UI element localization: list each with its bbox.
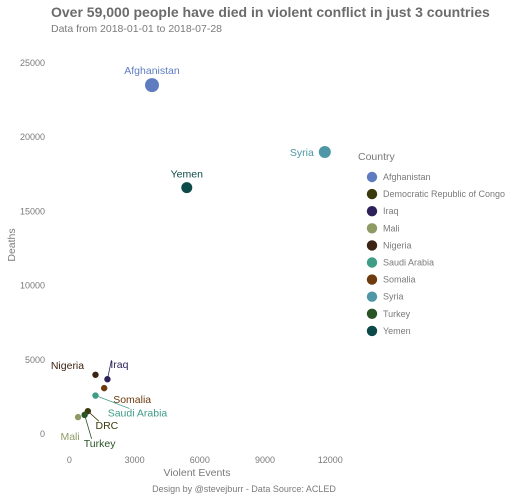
data-point <box>81 411 88 419</box>
legend-swatch <box>366 240 378 251</box>
data-point <box>181 182 193 194</box>
data-point <box>100 384 108 392</box>
data-point <box>318 145 331 158</box>
legend-title: Country <box>358 151 396 163</box>
label-connector <box>84 414 92 439</box>
x-tick-label: 9000 <box>255 455 275 465</box>
data-point <box>92 392 99 399</box>
label-connector <box>107 360 112 380</box>
legend-label: Mali <box>383 223 400 233</box>
x-tick-label: 6000 <box>190 455 210 465</box>
y-tick-label: 0 <box>40 429 45 439</box>
legend: Afghanistan Democratic Republic of Congo I… <box>366 171 505 337</box>
legend-swatch <box>366 274 378 285</box>
legend-swatch <box>366 171 378 183</box>
y-tick-label: 5000 <box>25 355 45 365</box>
legend-swatch <box>366 291 378 302</box>
y-tick-label: 10000 <box>20 281 45 291</box>
data-point-label: Syria <box>290 147 314 159</box>
y-axis-ticks: 0 5000 10000 15000 20000 25000 <box>20 58 45 439</box>
data-point-label: Afghanistan <box>124 65 180 77</box>
legend-swatch <box>366 206 378 217</box>
legend-swatch <box>366 223 378 234</box>
data-point <box>92 371 99 378</box>
legend-label: Iraq <box>383 206 399 216</box>
data-point-label: Saudi Arabia <box>108 408 168 420</box>
legend-label: Nigeria <box>383 240 412 250</box>
data-point-label: Turkey <box>84 438 116 450</box>
y-tick-label: 25000 <box>20 58 45 68</box>
data-point-label: Nigeria <box>51 360 84 372</box>
x-tick-label: 0 <box>67 455 72 465</box>
y-axis-title: Deaths <box>6 228 18 261</box>
legend-label: Somalia <box>383 275 416 285</box>
data-point-label: Somalia <box>113 394 151 406</box>
legend-swatch <box>366 325 378 337</box>
legend-swatch <box>366 308 378 319</box>
label-connector <box>95 395 130 409</box>
legend-label: Syria <box>383 292 404 302</box>
x-axis-ticks: 0 3000 6000 9000 12000 <box>67 455 343 465</box>
data-point-label: DRC <box>95 420 118 432</box>
data-point-label: Yemen <box>171 169 203 181</box>
legend-label: Afghanistan <box>383 172 431 182</box>
legend-swatch <box>366 257 378 268</box>
chart-caption: Design by @stevejburr - Data Source: ACL… <box>152 484 336 494</box>
legend-label: Democratic Republic of Congo <box>383 189 505 199</box>
legend-swatch <box>366 188 378 200</box>
legend-label: Yemen <box>383 326 411 336</box>
data-point-label: Mali <box>60 431 79 443</box>
y-tick-label: 15000 <box>20 206 45 216</box>
point-labels: Afghanistan Syria Yemen Nigeria Iraq Somalia S… <box>51 65 314 450</box>
chart-title: Over 59,000 people have died in violent … <box>51 4 490 20</box>
data-point-label: Iraq <box>110 359 128 371</box>
data-points <box>74 78 331 421</box>
legend-label: Turkey <box>383 309 411 319</box>
y-tick-label: 20000 <box>20 132 45 142</box>
data-point <box>74 413 82 421</box>
data-point <box>145 78 159 93</box>
x-tick-label: 12000 <box>318 455 343 465</box>
x-tick-label: 3000 <box>125 455 145 465</box>
data-point <box>104 376 111 383</box>
chart-subtitle: Data from 2018-01-01 to 2018-07-28 <box>51 23 222 35</box>
legend-label: Saudi Arabia <box>383 258 434 268</box>
x-axis-title: Violent Events <box>164 467 231 479</box>
